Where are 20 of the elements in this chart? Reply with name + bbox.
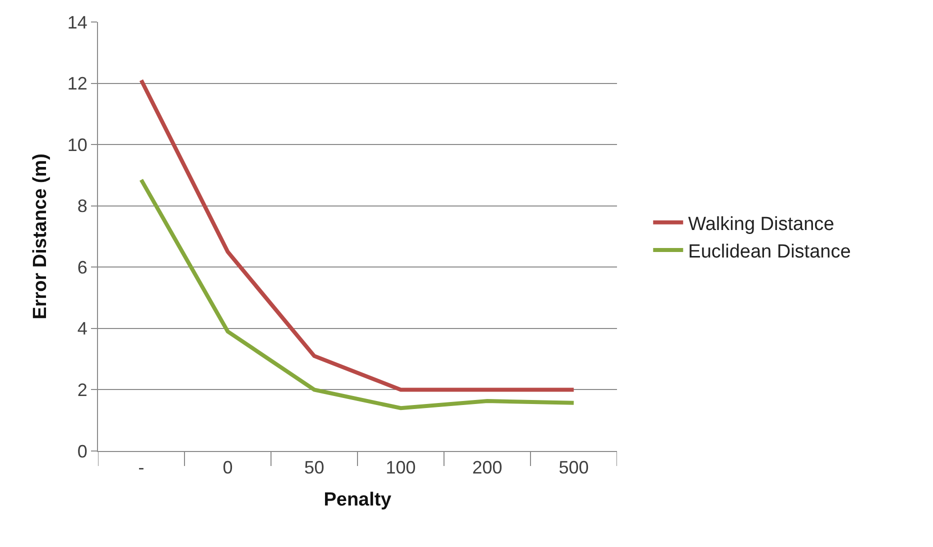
y-tick-label: 12 bbox=[67, 74, 88, 94]
x-axis-title: Penalty bbox=[324, 489, 392, 510]
legend-label: Walking Distance bbox=[688, 214, 834, 235]
legend-label: Euclidean Distance bbox=[688, 241, 851, 262]
x-tick-label: 50 bbox=[304, 458, 324, 478]
x-tick-label: 500 bbox=[558, 458, 589, 478]
x-tick-label: - bbox=[138, 458, 144, 478]
x-tick-label: 0 bbox=[222, 458, 233, 478]
y-tick-label: 4 bbox=[77, 318, 88, 339]
line-series bbox=[139, 78, 576, 392]
y-tick-label: 10 bbox=[67, 134, 88, 155]
y-tick-label: 2 bbox=[77, 380, 88, 400]
y-tick-label: 0 bbox=[77, 441, 88, 462]
y-tick-label: 6 bbox=[77, 257, 88, 278]
line-series bbox=[139, 178, 576, 410]
x-tick-label: 100 bbox=[386, 458, 416, 478]
y-tick-label: 8 bbox=[77, 196, 88, 216]
y-tick-label: 14 bbox=[67, 12, 88, 32]
x-tick-label: 200 bbox=[472, 458, 502, 478]
y-axis-title: Error Distance (m) bbox=[30, 154, 52, 320]
